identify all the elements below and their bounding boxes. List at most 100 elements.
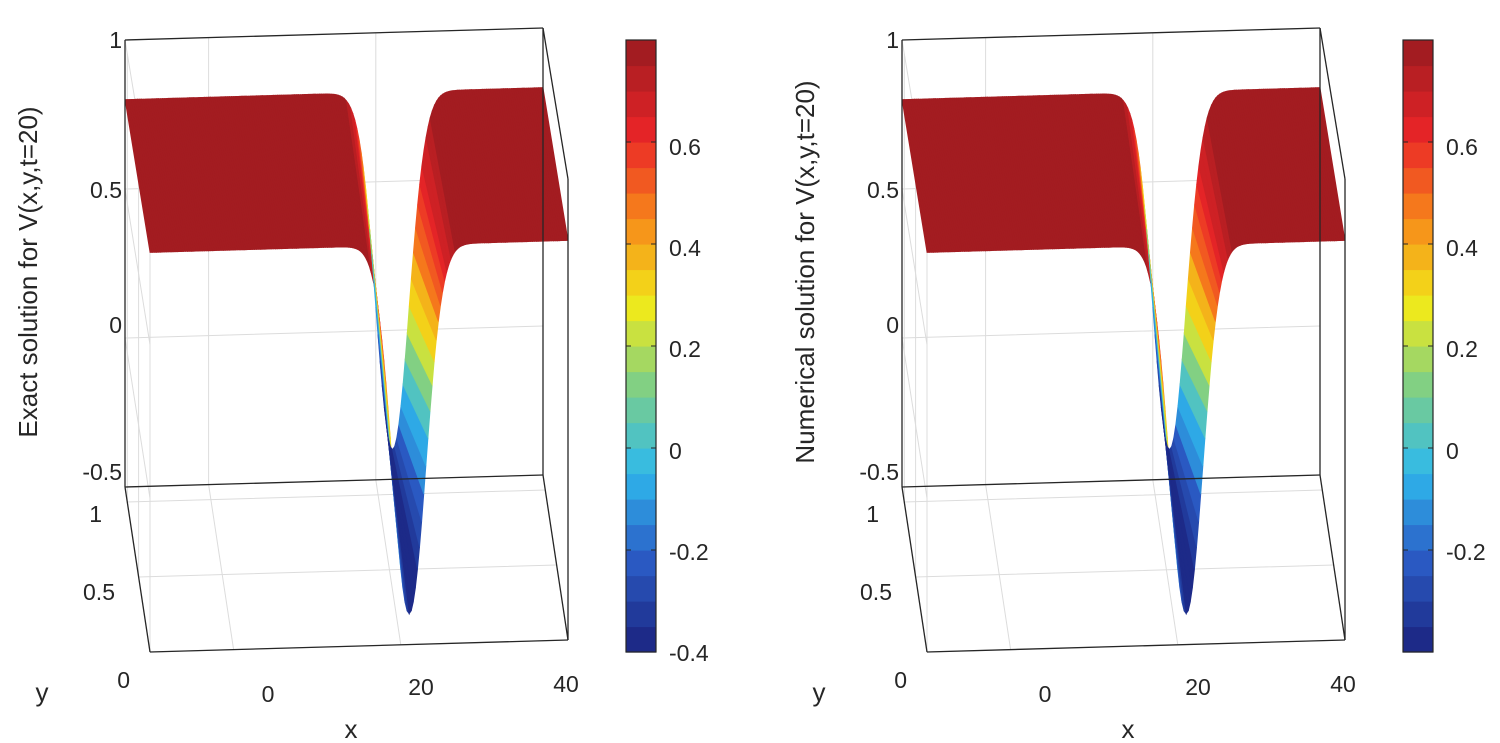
colorbar-band <box>1403 40 1433 67</box>
colorbar <box>1402 39 1434 653</box>
surface-plot <box>901 87 1346 616</box>
z-grid-line <box>901 325 1321 499</box>
x-tick-label: 0 <box>1039 681 1052 707</box>
colorbar-band <box>626 422 656 449</box>
colorbar-band <box>626 601 656 628</box>
colorbar-tick-label: 0.4 <box>1446 235 1478 261</box>
colorbar-band <box>626 371 656 398</box>
colorbar-band <box>626 167 656 194</box>
colorbar-band <box>1403 524 1433 551</box>
colorbar-tick-label: -0.2 <box>669 539 709 565</box>
colorbar-tick-labels: -0.4 -0.2 0 0.2 0.4 0.6 <box>669 134 709 666</box>
colorbar-band <box>1403 142 1433 169</box>
colorbar-band <box>626 40 656 67</box>
colorbar-band <box>626 91 656 118</box>
colorbar-bands <box>1403 40 1433 653</box>
colorbar-band <box>1403 626 1433 653</box>
colorbar-band <box>1403 269 1433 296</box>
colorbar-band <box>626 116 656 143</box>
z-tick-label: 0 <box>109 312 122 338</box>
x-axis-line <box>926 639 1346 653</box>
colorbar-band <box>1403 448 1433 475</box>
colorbar-band <box>626 448 656 475</box>
colorbar-band <box>1403 397 1433 424</box>
colorbar-band <box>1403 320 1433 347</box>
surface-plot <box>124 87 569 616</box>
colorbar-band <box>1403 218 1433 245</box>
colorbar-tick-label: 0.6 <box>669 134 701 160</box>
colorbar-tick-label: 0 <box>669 438 682 464</box>
right-floor-edge <box>542 474 569 641</box>
colorbar-band <box>626 65 656 92</box>
colorbar-band <box>626 524 656 551</box>
x-tick-label: 20 <box>1185 674 1211 700</box>
colorbar-band <box>626 499 656 526</box>
z-tick-labels: 1 0.5 0 -0.5 <box>82 27 122 485</box>
back-top-edge <box>124 27 544 41</box>
x-tick-labels: 0 20 40 <box>262 671 579 707</box>
back-floor-edge <box>901 474 1321 488</box>
colorbar-band <box>1403 575 1433 602</box>
y-axis-label: y <box>36 677 49 707</box>
y-tick-label: 0.5 <box>860 579 892 605</box>
left-plot-panel: 1 0.5 0 -0.5 1 0.5 0 0 20 40 -0.4 -0.2 0… <box>13 27 709 743</box>
colorbar-tick-label: 0.6 <box>1446 134 1478 160</box>
colorbar-bands <box>626 40 656 653</box>
y-axis-label: y <box>813 677 826 707</box>
x-tick-label: 40 <box>553 671 579 697</box>
colorbar-band <box>1403 295 1433 322</box>
back-top-edge <box>901 27 1321 41</box>
colorbar-tick-label: 0 <box>1446 438 1459 464</box>
y-tick-label: 0 <box>117 667 130 693</box>
z-tick-label: -0.5 <box>859 459 899 485</box>
colorbar-tick-labels: -0.2 0 0.2 0.4 0.6 <box>1446 134 1486 565</box>
colorbar-band <box>626 397 656 424</box>
colorbar-tick-label: -0.2 <box>1446 539 1486 565</box>
colorbar-band <box>626 218 656 245</box>
colorbar-band <box>1403 601 1433 628</box>
y-axis-line <box>124 486 151 653</box>
z-tick-label: 0.5 <box>867 177 899 203</box>
x-tick-labels: 0 20 40 <box>1039 671 1356 707</box>
colorbar-band <box>1403 91 1433 118</box>
x-tick-label: 20 <box>408 674 434 700</box>
colorbar-band <box>1403 193 1433 220</box>
colorbar-band <box>1403 244 1433 271</box>
y-grid-line <box>926 191 1346 653</box>
colorbar-band <box>626 295 656 322</box>
z-grid-line <box>124 325 544 499</box>
colorbar-band <box>626 626 656 653</box>
x-tick-label: 0 <box>262 681 275 707</box>
colorbar-band <box>1403 371 1433 398</box>
x-axis-label: x <box>345 714 358 743</box>
colorbar-band <box>1403 422 1433 449</box>
z-tick-label: 0.5 <box>90 177 122 203</box>
right-floor-edge <box>1319 474 1346 641</box>
y-tick-label: 1 <box>866 501 879 527</box>
y-grid-line <box>149 191 569 653</box>
colorbar <box>625 39 657 653</box>
colorbar-band <box>626 142 656 169</box>
z-tick-labels: 1 0.5 0 -0.5 <box>859 27 899 485</box>
colorbar-band <box>1403 167 1433 194</box>
colorbar-band <box>626 346 656 373</box>
right-plot-panel: 1 0.5 0 -0.5 1 0.5 0 0 20 40 -0.2 0 0.2 … <box>790 27 1486 743</box>
colorbar-band <box>1403 473 1433 500</box>
colorbar-tick-label: 0.2 <box>1446 336 1478 362</box>
y-tick-label: 1 <box>89 501 102 527</box>
x-axis-label: x <box>1122 714 1135 743</box>
colorbar-tick-label: 0.2 <box>669 336 701 362</box>
colorbar-band <box>1403 116 1433 143</box>
colorbar-band <box>626 473 656 500</box>
colorbar-band <box>1403 346 1433 373</box>
colorbar-band <box>626 244 656 271</box>
back-floor-edge <box>124 474 544 488</box>
x-tick-label: 40 <box>1330 671 1356 697</box>
axes-box <box>124 27 569 653</box>
z-tick-label: -0.5 <box>82 459 122 485</box>
z-axis-label: Numerical solution for V(x,y,t=20) <box>790 80 820 463</box>
y-tick-label: 0.5 <box>83 579 115 605</box>
axes-box <box>901 27 1346 653</box>
colorbar-band <box>626 550 656 577</box>
y-axis-line <box>901 486 928 653</box>
